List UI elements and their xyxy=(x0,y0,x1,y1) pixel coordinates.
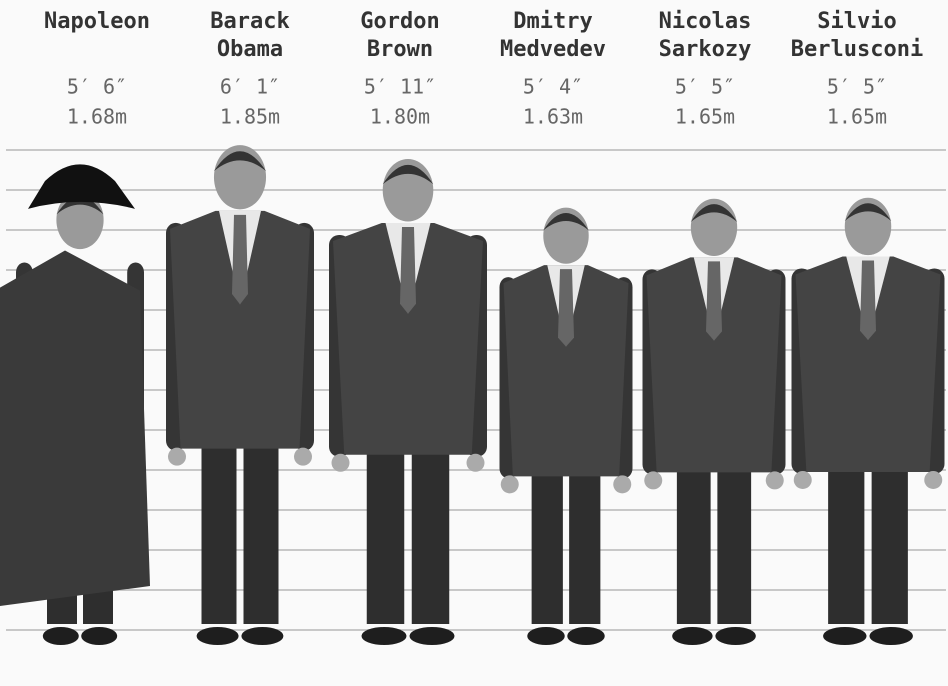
person-name: Napoleon xyxy=(44,9,150,34)
height-imperial: 5′ 11″ xyxy=(364,75,436,99)
shoe xyxy=(362,627,407,645)
shoe xyxy=(672,627,713,645)
tie xyxy=(400,227,416,314)
hand xyxy=(467,454,485,472)
height-imperial: 5′ 6″ xyxy=(67,75,127,99)
person-name: Dmitry xyxy=(513,9,592,34)
shoe xyxy=(197,627,239,645)
hand xyxy=(794,471,812,489)
shoe xyxy=(869,627,913,645)
tie xyxy=(860,261,876,340)
hand xyxy=(924,471,942,489)
hand xyxy=(766,471,784,489)
height-metric: 1.65m xyxy=(675,105,735,129)
shoe xyxy=(527,627,565,645)
person-name: Brown xyxy=(367,37,433,62)
height-metric: 1.85m xyxy=(220,105,280,129)
shoe xyxy=(241,627,283,645)
height-imperial: 5′ 4″ xyxy=(523,75,583,99)
shoe xyxy=(410,627,455,645)
hand xyxy=(168,448,186,466)
height-metric: 1.68m xyxy=(67,105,127,129)
tie xyxy=(706,261,722,340)
height-imperial: 5′ 5″ xyxy=(675,75,735,99)
shoe xyxy=(43,627,79,645)
tie xyxy=(558,269,574,347)
height-infographic: Napoleon 5′ 6″ 1.68m Barack Obama 6′ 1″ 1.85m G… xyxy=(0,0,948,686)
shoe xyxy=(823,627,867,645)
person-name: Berlusconi xyxy=(791,37,923,62)
height-metric: 1.80m xyxy=(370,105,430,129)
hand xyxy=(501,475,519,493)
height-imperial: 6′ 1″ xyxy=(220,75,280,99)
cloak xyxy=(0,250,150,606)
shoe xyxy=(715,627,756,645)
height-imperial: 5′ 5″ xyxy=(827,75,887,99)
tie xyxy=(232,215,248,304)
shoe xyxy=(567,627,605,645)
height-metric: 1.63m xyxy=(523,105,583,129)
person-name: Obama xyxy=(217,37,283,62)
person-name: Medvedev xyxy=(500,37,606,62)
shoe xyxy=(81,627,117,645)
person-name: Gordon xyxy=(360,9,439,34)
person-name: Silvio xyxy=(817,9,896,34)
person-name: Nicolas xyxy=(659,9,752,34)
hand xyxy=(644,471,662,489)
person-name: Barack xyxy=(210,9,289,34)
hand xyxy=(294,448,312,466)
hand xyxy=(332,454,350,472)
height-metric: 1.65m xyxy=(827,105,887,129)
hand xyxy=(613,475,631,493)
person-name: Sarkozy xyxy=(659,37,752,62)
